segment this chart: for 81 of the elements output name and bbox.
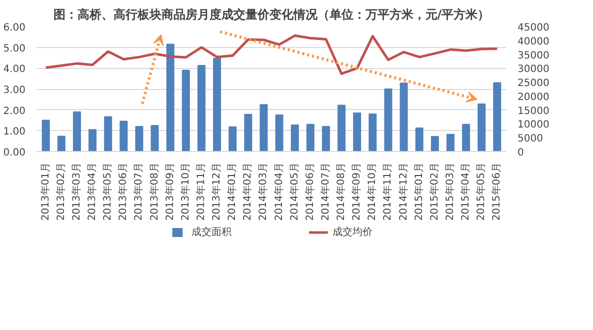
y-tick-label: 0.00 [3, 148, 26, 158]
bar [57, 136, 66, 152]
x-tick-label: 2015年03月 [444, 162, 456, 221]
x-tick-label: 2015年05月 [475, 162, 488, 221]
bar [228, 126, 237, 152]
x-tick-label: 2013年12月 [210, 162, 223, 221]
x-tick-label: 2015年02月 [428, 162, 440, 221]
x-tick-label: 2013年08月 [148, 162, 160, 221]
line-series [44, 34, 498, 75]
y2-tick-label: 40000 [518, 36, 550, 48]
bar [275, 114, 284, 152]
y-tick-label: 4.00 [3, 64, 26, 76]
bar [462, 124, 470, 152]
y-tick-label: 6.00 [3, 22, 26, 34]
x-tick-label: 2014年03月 [257, 162, 270, 221]
bar [104, 116, 112, 152]
x-tick-label: 2014年07月 [319, 162, 332, 221]
bar [244, 114, 252, 152]
bar [120, 120, 128, 152]
y-tick-label: 1.00 [3, 126, 26, 138]
x-tick-label: 2014年02月 [242, 162, 254, 221]
x-tick-label: 2014年09月 [350, 162, 363, 221]
bar [72, 111, 81, 152]
bar [322, 126, 330, 152]
bar [88, 129, 97, 152]
bar [166, 44, 174, 152]
x-tick-label: 2015年01月 [412, 162, 425, 221]
bar [135, 126, 144, 152]
chart-title: 图：高桥、高行板块商品房月度成交量价变化情况（单位：万平方米，元/平方米） [53, 8, 490, 22]
x-tick-label: 2014年05月 [288, 162, 300, 221]
bar [306, 124, 314, 152]
bar [493, 82, 502, 152]
y2-tick-label: 15000 [518, 106, 550, 117]
bar [197, 64, 206, 152]
x-tick-label: 2013年03月 [70, 162, 82, 221]
bar [478, 104, 486, 152]
x-tick-label: 2013年01月 [39, 162, 52, 221]
bar [260, 104, 268, 152]
bar [415, 127, 424, 152]
x-tick-label: 2014年04月 [272, 162, 285, 221]
x-tick-label: 2013年04月 [86, 162, 98, 221]
bar [446, 134, 454, 152]
x-tick-label: 2013年07月 [132, 162, 145, 221]
y-tick-label: 2.00 [3, 106, 26, 117]
x-tick-label: 2013年02月 [54, 162, 67, 221]
y2-tick-label: 30000 [518, 64, 550, 76]
bar [368, 114, 377, 152]
legend-label: 成交面积 [192, 226, 232, 238]
x-tick-label: 2014年01月 [226, 162, 238, 221]
y2-tick-label: 5000 [518, 134, 543, 145]
x-tick-label: 2014年08月 [335, 162, 348, 221]
x-tick-label: 2014年12月 [397, 162, 410, 221]
y2-tick-label: 35000 [518, 50, 550, 62]
bar [384, 88, 392, 152]
bar [338, 104, 346, 152]
bar [430, 136, 439, 152]
bar [42, 120, 50, 152]
y-tick-label: 3.00 [3, 85, 26, 96]
y-tick-label: 5.00 [3, 43, 26, 54]
bar [182, 70, 190, 152]
y2-tick-label: 20000 [518, 92, 550, 103]
x-tick-label: 2013年05月 [102, 162, 114, 221]
y2-tick-label: 25000 [518, 78, 550, 90]
x-tick-label: 2014年11月 [382, 162, 394, 221]
x-tick-label: 2013年09月 [164, 162, 176, 221]
x-tick-label: 2014年06月 [304, 162, 316, 221]
bar [353, 112, 362, 152]
x-tick-label: 2014年10月 [366, 162, 378, 221]
y2-tick-label: 0 [518, 148, 524, 158]
x-tick-label: 2015年06月 [490, 162, 503, 221]
x-tick-label: 2013年10月 [179, 162, 192, 221]
y2-tick-label: 45000 [518, 22, 550, 34]
x-tick-label: 2013年11月 [194, 162, 207, 221]
bar [400, 82, 408, 152]
bar [150, 124, 159, 152]
bar [290, 124, 299, 152]
x-tick-label: 2013年06月 [117, 162, 130, 221]
y2-tick-label: 10000 [518, 120, 550, 131]
legend-label: 成交均价 [332, 226, 373, 238]
x-tick-label: 2015年04月 [460, 162, 472, 221]
bar [213, 58, 222, 152]
